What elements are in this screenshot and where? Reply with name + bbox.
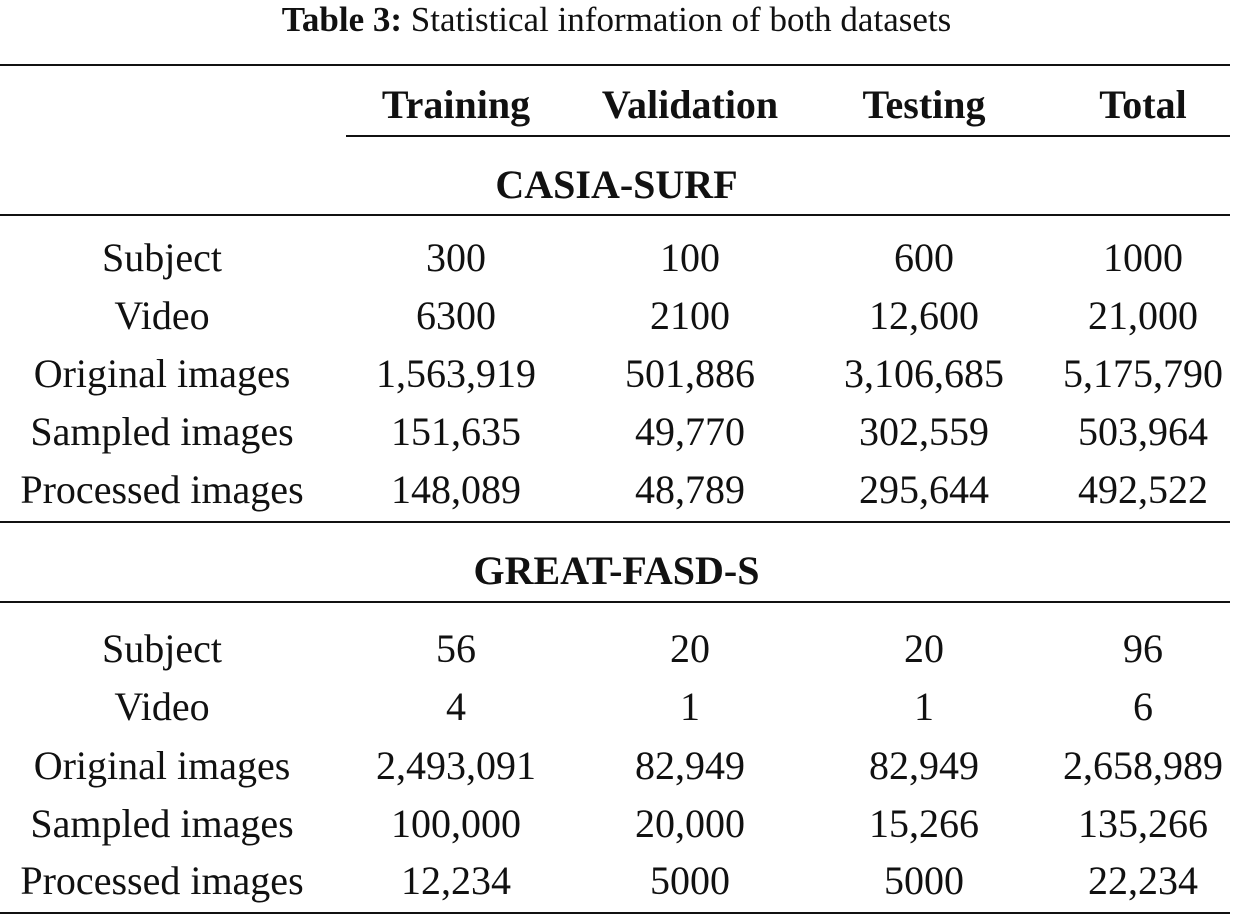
table-caption: Table 3: Statistical information of both… xyxy=(0,0,1233,44)
table-row: Sampled images 100,000 20,000 15,266 135… xyxy=(0,795,1233,853)
cell-testing: 15,266 xyxy=(869,801,979,846)
cell-training: 100,000 xyxy=(391,801,521,846)
cell-testing: 82,949 xyxy=(869,743,979,788)
cell-validation: 1 xyxy=(680,684,700,729)
cell-training: 12,234 xyxy=(401,858,511,903)
table-row: Video 6300 2100 12,600 21,000 xyxy=(0,287,1233,345)
cell-testing: 600 xyxy=(894,235,954,280)
cell-validation: 82,949 xyxy=(635,743,745,788)
table-caption-text: Statistical information of both datasets xyxy=(410,0,952,39)
cell-training: 56 xyxy=(436,626,476,671)
table-row: Original images 2,493,091 82,949 82,949 … xyxy=(0,737,1233,795)
cell-testing: 295,644 xyxy=(859,467,989,512)
bottom-rule xyxy=(0,912,1230,914)
header-underline xyxy=(346,135,1230,137)
column-header-validation: Validation xyxy=(601,82,779,127)
cell-total: 21,000 xyxy=(1088,293,1198,338)
row-label: Original images xyxy=(33,743,291,788)
cell-training: 148,089 xyxy=(391,467,521,512)
cell-total: 96 xyxy=(1123,626,1163,671)
cell-testing: 1 xyxy=(914,684,934,729)
cell-testing: 12,600 xyxy=(869,293,979,338)
section-divider-rule xyxy=(0,521,1230,523)
cell-testing: 20 xyxy=(904,626,944,671)
top-rule xyxy=(0,64,1230,66)
section-title-great-fasd-s: GREAT-FASD-S xyxy=(473,548,760,593)
cell-total: 135,266 xyxy=(1078,801,1208,846)
column-header-total: Total xyxy=(1099,82,1187,127)
row-label: Video xyxy=(114,684,210,729)
cell-total: 2,658,989 xyxy=(1063,743,1223,788)
cell-validation: 20,000 xyxy=(635,801,745,846)
cell-total: 503,964 xyxy=(1078,409,1208,454)
row-label: Subject xyxy=(102,235,222,280)
cell-total: 5,175,790 xyxy=(1063,351,1223,396)
cell-validation: 49,770 xyxy=(635,409,745,454)
cell-testing: 5000 xyxy=(884,858,964,903)
column-header-testing: Testing xyxy=(862,82,986,127)
row-label: Sampled images xyxy=(30,409,294,454)
column-header-training: Training xyxy=(381,82,531,127)
row-label: Subject xyxy=(102,626,222,671)
cell-training: 1,563,919 xyxy=(376,351,536,396)
cell-training: 151,635 xyxy=(391,409,521,454)
cell-testing: 3,106,685 xyxy=(844,351,1004,396)
table-row: Video 4 1 1 6 xyxy=(0,678,1233,736)
cell-training: 4 xyxy=(446,684,466,729)
cell-validation: 20 xyxy=(670,626,710,671)
section-rule-casia-surf xyxy=(0,214,1230,216)
cell-training: 6300 xyxy=(416,293,496,338)
section-rule-great-fasd-s xyxy=(0,601,1230,603)
row-label: Processed images xyxy=(20,467,304,512)
table-row: Processed images 12,234 5000 5000 22,234 xyxy=(0,852,1233,910)
table-caption-label: Table 3: xyxy=(281,0,403,39)
section-title-casia-surf: CASIA-SURF xyxy=(495,162,738,207)
cell-validation: 501,886 xyxy=(625,351,755,396)
cell-validation: 2100 xyxy=(650,293,730,338)
table-row: Subject 300 100 600 1000 xyxy=(0,229,1233,287)
row-label: Video xyxy=(114,293,210,338)
table-row: Original images 1,563,919 501,886 3,106,… xyxy=(0,345,1233,403)
row-label: Processed images xyxy=(20,858,304,903)
row-label: Original images xyxy=(33,351,291,396)
table-row: Processed images 148,089 48,789 295,644 … xyxy=(0,461,1233,519)
cell-validation: 100 xyxy=(660,235,720,280)
cell-validation: 48,789 xyxy=(635,467,745,512)
row-label: Sampled images xyxy=(30,801,294,846)
cell-total: 1000 xyxy=(1103,235,1183,280)
cell-training: 2,493,091 xyxy=(376,743,536,788)
cell-validation: 5000 xyxy=(650,858,730,903)
cell-total: 22,234 xyxy=(1088,858,1198,903)
table-row: Subject 56 20 20 96 xyxy=(0,620,1233,678)
cell-testing: 302,559 xyxy=(859,409,989,454)
cell-total: 492,522 xyxy=(1078,467,1208,512)
cell-training: 300 xyxy=(426,235,486,280)
table-row: Sampled images 151,635 49,770 302,559 50… xyxy=(0,403,1233,461)
cell-total: 6 xyxy=(1133,684,1153,729)
